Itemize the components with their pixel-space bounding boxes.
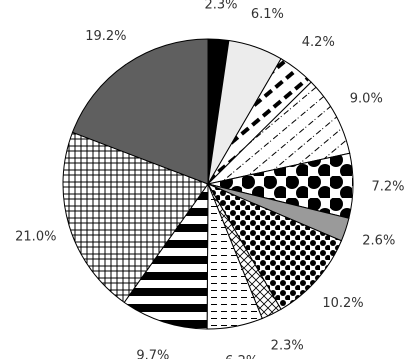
pie-slice-4 <box>206 81 351 185</box>
pie-slice-11 <box>62 131 209 304</box>
pie-slice-12 <box>71 38 209 185</box>
pie-slice-10 <box>123 182 209 330</box>
slice-label-3: 4.2% <box>302 35 335 50</box>
slice-label-12: 19.2% <box>85 29 126 44</box>
slice-label-11: 21.0% <box>15 229 56 244</box>
slice-label-1: 2.3% <box>204 0 237 13</box>
slice-label-2: 6.1% <box>251 7 284 22</box>
slice-label-4: 9.0% <box>350 91 383 106</box>
pie-slice-7 <box>206 182 343 310</box>
slice-label-9: 6.2% <box>225 354 258 359</box>
slice-label-7: 10.2% <box>322 296 363 311</box>
slice-label-8: 2.3% <box>271 339 304 354</box>
slice-label-5: 7.2% <box>371 179 404 194</box>
slice-label-6: 2.6% <box>362 234 395 249</box>
slice-label-10: 9.7% <box>136 348 169 359</box>
